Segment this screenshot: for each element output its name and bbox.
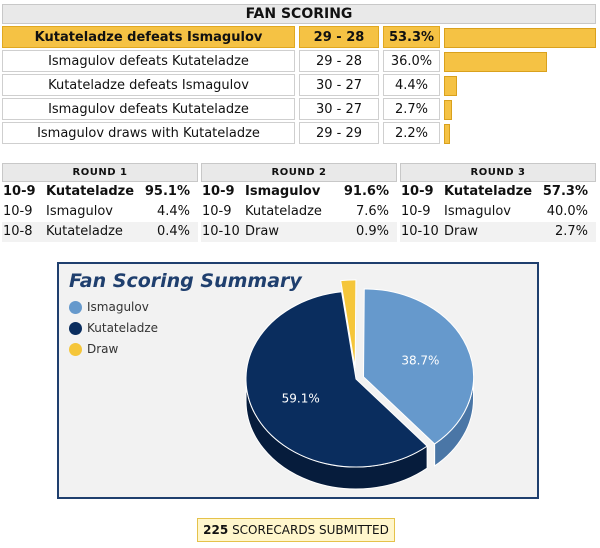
legend-label: Draw [87,342,119,356]
round-row: 10-9 Ismagulov 40.0% [400,202,596,222]
round-name: Kutateladze [46,224,123,239]
round-name: Ismagulov [46,204,113,219]
legend-label: Kutateladze [87,321,159,335]
scorecards-submitted-badge: 225 SCORECARDS SUBMITTED [197,518,395,542]
outcome-label: Ismagulov defeats Kutateladze [2,98,295,120]
outcome-bar [444,52,547,72]
outcome-percent: 4.4% [383,74,440,96]
round-name: Kutateladze [46,184,135,199]
pie-slice-kutateladze [245,291,428,468]
outcome-row: Ismagulov defeats Kutateladze 29 - 28 36… [2,50,442,72]
outcome-label: Kutateladze defeats Ismagulov [2,26,295,48]
round-percent: 0.9% [355,224,389,239]
round-row: 10-8 Kutateladze 0.4% [2,222,198,242]
round-row: 10-9 Kutateladze 7.6% [201,202,397,222]
outcome-score: 30 - 27 [299,74,379,96]
round-row: 10-9 Ismagulov 91.6% [201,182,397,202]
legend-item-ismagulov: Ismagulov [69,298,158,319]
round-percent: 40.0% [546,204,588,219]
round-score: 10-9 [202,204,232,219]
round-name: Ismagulov [444,204,511,219]
pie-label-kutateladze: 59.1% [282,392,320,406]
round-score: 10-9 [3,184,36,199]
chart-title: Fan Scoring Summary [69,270,302,292]
round-percent: 0.4% [156,224,190,239]
round-percent: 2.7% [554,224,588,239]
outcome-row: Ismagulov draws with Kutateladze 29 - 29… [2,122,442,144]
round-percent: 4.4% [156,204,190,219]
round-percent: 95.1% [144,184,190,199]
legend-item-kutateladze: Kutateladze [69,319,158,340]
round-name: Draw [245,224,279,239]
round-score: 10-8 [3,224,33,239]
outcome-score: 29 - 28 [299,50,379,72]
outcome-bar [444,124,450,144]
outcome-row: Kutateladze defeats Ismagulov 29 - 28 53… [2,26,442,48]
round-row: 10-10 Draw 2.7% [400,222,596,242]
round-score: 10-9 [202,184,235,199]
legend-swatch [69,322,82,335]
outcome-percent: 36.0% [383,50,440,72]
outcome-bar [444,76,457,96]
round-name: Draw [444,224,478,239]
chart-legend: Ismagulov Kutateladze Draw [69,298,158,361]
round-name: Ismagulov [245,184,321,199]
round-2-table: ROUND 2 10-9 Ismagulov 91.6% 10-9 Kutate… [201,163,397,242]
round-score: 10-9 [401,184,434,199]
round-row: 10-9 Kutateladze 95.1% [2,182,198,202]
pie-slice-ismagulov [363,288,475,445]
outcome-row: Kutateladze defeats Ismagulov 30 - 27 4.… [2,74,442,96]
round-1-header: ROUND 1 [2,163,198,182]
round-row: 10-9 Ismagulov 4.4% [2,202,198,222]
scorecard-text: SCORECARDS SUBMITTED [232,523,389,537]
round-percent: 91.6% [343,184,389,199]
round-name: Kutateladze [245,204,322,219]
round-percent: 57.3% [542,184,588,199]
pie-slice-draw [340,279,357,368]
round-percent: 7.6% [355,204,389,219]
round-2-header: ROUND 2 [201,163,397,182]
outcome-score: 29 - 28 [299,26,379,48]
round-row: 10-10 Draw 0.9% [201,222,397,242]
fan-scoring-title: FAN SCORING [245,6,353,22]
round-score: 10-9 [3,204,33,219]
outcome-score: 29 - 29 [299,122,379,144]
pie-chart: 38.7% 59.1% [245,279,475,490]
outcome-bar [444,100,452,120]
fan-scoring-summary-panel: 38.7% 59.1% Fan Scoring Summary Ismagulov… [57,262,539,499]
outcome-label: Ismagulov defeats Kutateladze [2,50,295,72]
outcome-bar [444,28,596,48]
round-score: 10-10 [401,224,439,239]
outcome-row: Ismagulov defeats Kutateladze 30 - 27 2.… [2,98,442,120]
legend-swatch [69,343,82,356]
outcome-score: 30 - 27 [299,98,379,120]
round-row: 10-9 Kutateladze 57.3% [400,182,596,202]
outcome-percent: 53.3% [383,26,440,48]
outcome-label: Ismagulov draws with Kutateladze [2,122,295,144]
round-3-table: ROUND 3 10-9 Kutateladze 57.3% 10-9 Isma… [400,163,596,242]
round-score: 10-9 [401,204,431,219]
outcome-label: Kutateladze defeats Ismagulov [2,74,295,96]
legend-label: Ismagulov [87,300,149,314]
outcome-percent: 2.7% [383,98,440,120]
legend-swatch [69,301,82,314]
round-name: Kutateladze [444,184,533,199]
scorecard-count: 225 [203,523,229,537]
round-score: 10-10 [202,224,240,239]
round-1-table: ROUND 1 10-9 Kutateladze 95.1% 10-9 Isma… [2,163,198,242]
round-3-header: ROUND 3 [400,163,596,182]
fan-scoring-header: FAN SCORING [2,4,596,24]
pie-label-ismagulov: 38.7% [401,353,439,367]
outcome-percent: 2.2% [383,122,440,144]
legend-item-draw: Draw [69,340,158,361]
